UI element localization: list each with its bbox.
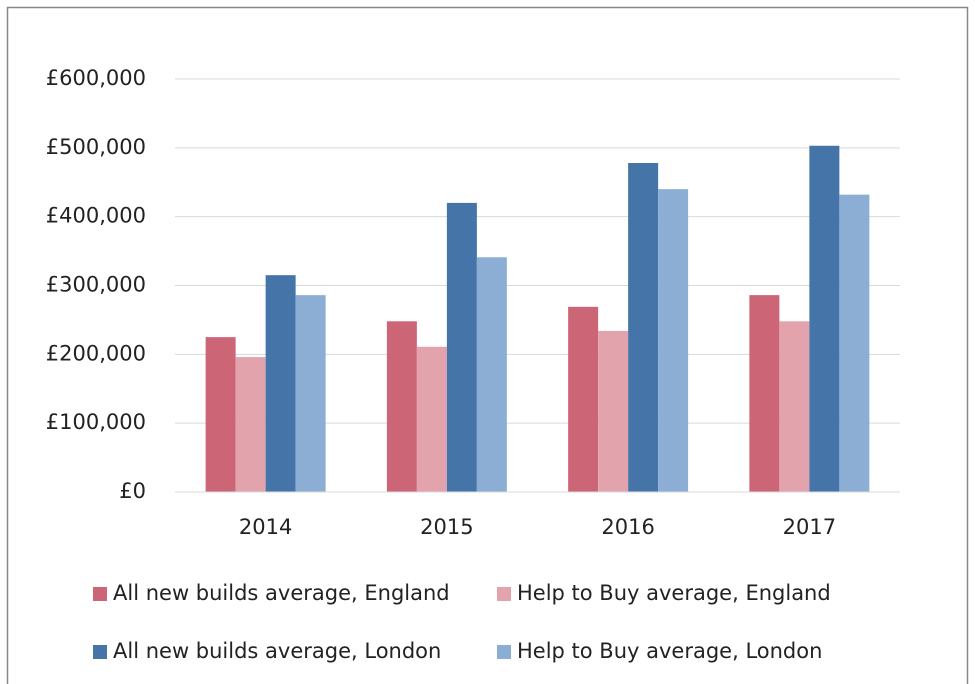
x-tick-label: 2017 (783, 515, 836, 539)
legend-label: Help to Buy average, England (517, 581, 831, 605)
y-tick-label: £300,000 (46, 273, 146, 297)
bar (628, 162, 659, 492)
y-tick-label: £500,000 (46, 135, 146, 159)
bar (839, 194, 870, 492)
bar (386, 321, 417, 492)
bar (416, 346, 447, 492)
bar (235, 357, 266, 492)
x-tick-label: 2015 (420, 515, 473, 539)
legend-swatch (497, 645, 511, 659)
bar (446, 202, 477, 492)
bar (749, 295, 780, 492)
bar (295, 295, 326, 492)
chart-border (6, 6, 969, 684)
bar (809, 145, 840, 493)
bar (265, 275, 296, 492)
y-tick-label: £100,000 (46, 410, 146, 434)
x-tick-label: 2016 (601, 515, 654, 539)
x-tick-label: 2014 (239, 515, 292, 539)
bar (205, 337, 236, 492)
bar (658, 189, 689, 492)
y-tick-label: £0 (119, 479, 146, 503)
bar (476, 257, 507, 492)
bar (779, 321, 810, 492)
bar (598, 330, 629, 492)
bar (568, 306, 599, 492)
y-tick-label: £400,000 (46, 204, 146, 228)
legend-swatch (497, 587, 511, 601)
legend-swatch (93, 587, 107, 601)
legend-label: All new builds average, England (113, 581, 450, 605)
legend-label: Help to Buy average, London (517, 639, 822, 663)
y-tick-label: £200,000 (46, 341, 146, 365)
y-tick-label: £600,000 (46, 66, 146, 90)
legend-label: All new builds average, London (113, 639, 441, 663)
legend-swatch (93, 645, 107, 659)
